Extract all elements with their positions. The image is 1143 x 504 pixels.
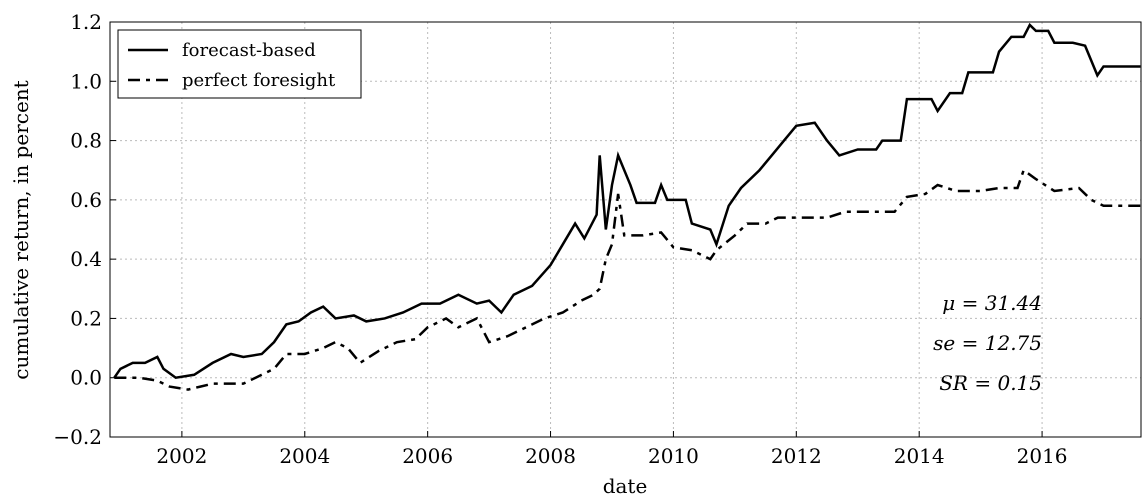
y-tick-label: 0.8 — [70, 129, 102, 153]
legend-label: perfect foresight — [182, 70, 336, 91]
plot-frame — [109, 21, 1142, 438]
y-axis-label: cumulative return, in percent — [9, 80, 33, 379]
x-tick-label: 2014 — [894, 444, 945, 468]
y-tick-label: 0.0 — [70, 366, 102, 390]
annotation: se = 12.75 — [933, 331, 1042, 355]
y-tick-label: 1.0 — [70, 69, 102, 93]
y-tick-label: 1.2 — [70, 10, 102, 34]
legend-label: forecast-based — [182, 40, 316, 61]
y-tick-label: −0.2 — [53, 425, 102, 449]
y-tick-label: 0.6 — [70, 188, 102, 212]
x-tick-label: 2016 — [1017, 444, 1068, 468]
y-tick-label: 0.4 — [70, 247, 102, 271]
x-tick-label: 2002 — [156, 444, 207, 468]
x-axis-label: date — [603, 474, 648, 498]
x-tick-label: 2006 — [402, 444, 453, 468]
line-series — [114, 168, 1141, 391]
legend-box — [117, 29, 362, 99]
x-tick-label: 2004 — [279, 444, 330, 468]
annotation: SR = 0.15 — [939, 371, 1042, 395]
y-tick-label: 0.2 — [70, 306, 102, 330]
line-series — [113, 22, 1141, 380]
annotation: μ = 31.44 — [942, 291, 1042, 315]
x-tick-label: 2010 — [648, 444, 699, 468]
x-tick-label: 2012 — [771, 444, 822, 468]
x-tick-label: 2008 — [525, 444, 576, 468]
